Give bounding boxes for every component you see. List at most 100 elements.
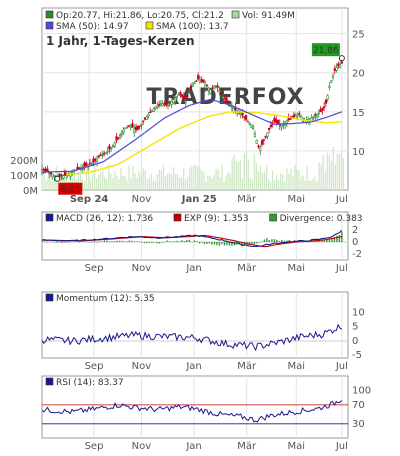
volume-bar	[292, 175, 294, 190]
volume-bar	[328, 154, 330, 190]
candle-body	[44, 168, 47, 172]
candle-body	[333, 68, 336, 72]
candle-body	[150, 110, 154, 112]
macd-divergence-bar	[131, 240, 133, 242]
volume-bar	[45, 179, 47, 190]
macd-divergence-bar	[321, 239, 323, 242]
macd-divergence-bar	[56, 242, 58, 243]
macd-divergence-bar	[141, 242, 143, 243]
candle-body	[262, 139, 265, 141]
legend-entry: Vol: 91.49M	[242, 11, 295, 21]
volume-bar	[298, 170, 300, 190]
volume-tick-label: 100M	[10, 171, 38, 182]
macd-divergence-bar	[328, 239, 331, 242]
macd-divergence-bar	[148, 242, 151, 243]
volume-bar	[41, 173, 43, 190]
candle-body	[218, 90, 221, 93]
volume-bar	[63, 167, 65, 190]
candle-body	[179, 92, 182, 95]
candle-body	[216, 85, 219, 88]
volume-bar	[110, 173, 112, 190]
volume-bar	[255, 163, 258, 190]
lower-x-tick-label: Mär	[237, 361, 257, 372]
volume-bar	[332, 146, 334, 190]
volume-bar	[120, 168, 122, 190]
macd-divergence-bar	[78, 242, 81, 243]
volume-bar	[180, 177, 183, 190]
macd-divergence-bar	[53, 242, 56, 243]
macd-y-tick-label: 0	[352, 237, 358, 248]
volume-bar	[199, 168, 201, 190]
candle-body	[95, 158, 99, 162]
macd-divergence-bar	[108, 241, 111, 243]
candle-body	[40, 169, 44, 174]
volume-bar	[136, 177, 138, 190]
volume-bar	[322, 155, 324, 190]
volume-bar	[118, 179, 120, 190]
macd-divergence-bar	[331, 239, 333, 242]
candle-body	[285, 120, 288, 124]
candle-body	[115, 136, 118, 141]
macd-divergence-bar	[333, 237, 336, 242]
macd-divergence-bar	[268, 240, 271, 242]
volume-bar	[320, 164, 322, 190]
volume-bar	[243, 153, 245, 190]
candle-body	[330, 80, 333, 83]
macd-divergence-bar	[178, 241, 181, 243]
volume-bar	[342, 158, 345, 190]
lower-x-tick-label: Nov	[132, 361, 152, 372]
volume-bar	[318, 162, 320, 190]
volume-bar	[197, 166, 199, 190]
volume-bar	[300, 177, 302, 190]
main-x-tick-label: Sep 24	[70, 194, 109, 205]
macd-divergence-bar	[66, 242, 68, 243]
candle-body	[97, 155, 100, 158]
legend-entry: EXP (9): 1.353	[184, 214, 249, 224]
candle-body	[193, 82, 196, 85]
volume-bar	[138, 171, 140, 190]
candle-body	[213, 86, 216, 90]
volume-bar	[93, 164, 96, 190]
macd-divergence-bar	[68, 242, 71, 243]
macd-divergence-bar	[101, 241, 103, 243]
macd-divergence-bar	[88, 241, 91, 243]
macd-divergence-bar	[176, 240, 178, 242]
volume-bar	[162, 164, 165, 190]
candle-body	[127, 125, 131, 127]
main-x-tick-label: Mai	[288, 194, 306, 205]
legend-swatch	[45, 293, 54, 302]
candle-body	[223, 97, 226, 100]
macd-divergence-bar	[91, 242, 93, 243]
macd-divergence-bar	[118, 240, 121, 242]
candle-body	[340, 61, 343, 64]
macd-divergence-bar	[288, 239, 291, 242]
candle-body	[339, 64, 342, 68]
candle-body	[264, 136, 267, 138]
lower-x-tick-label: Sep	[85, 263, 104, 274]
candle-body	[209, 89, 212, 94]
macd-divergence-bar	[206, 242, 208, 244]
candle-body	[257, 145, 260, 147]
volume-bar	[247, 159, 250, 190]
momentum-y-tick-label: 5	[352, 322, 358, 333]
candle-body	[241, 112, 244, 116]
volume-bar	[156, 174, 159, 190]
volume-bar	[227, 171, 229, 190]
candle-body	[63, 172, 67, 176]
volume-bar	[53, 180, 55, 190]
volume-bar	[326, 152, 328, 190]
macd-divergence-bar	[253, 242, 256, 245]
macd-divergence-bar	[73, 241, 76, 243]
min-value-badge	[58, 182, 83, 195]
macd-divergence-bar	[58, 242, 61, 243]
candle-body	[142, 120, 145, 123]
volume-bar	[152, 180, 154, 190]
volume-bar	[257, 171, 260, 190]
macd-divergence-bar	[106, 240, 108, 242]
candle-body	[47, 172, 51, 175]
volume-bar	[183, 168, 185, 190]
candle-body	[42, 168, 45, 171]
volume-bar	[148, 177, 150, 190]
candle-body	[83, 162, 86, 167]
legend-swatch	[173, 213, 182, 222]
